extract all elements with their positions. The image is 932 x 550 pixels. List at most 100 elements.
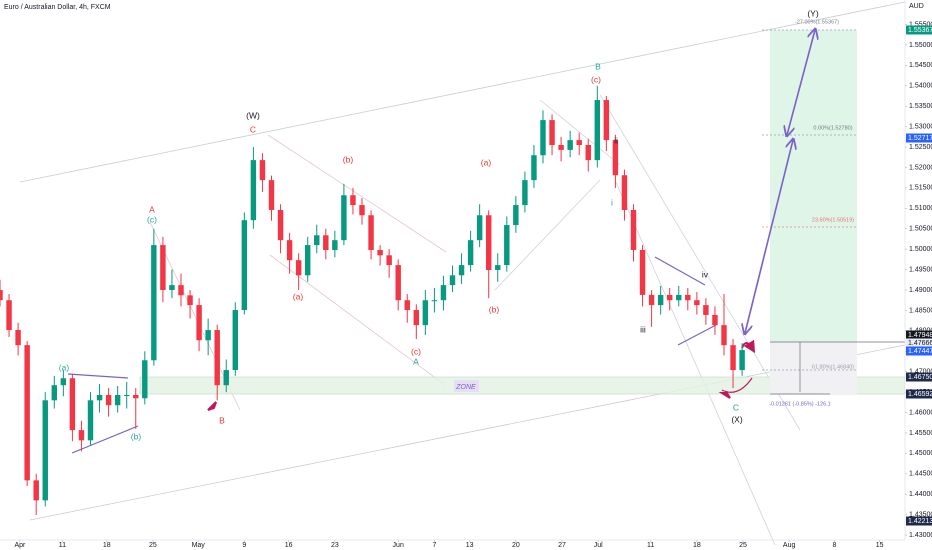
price-label: 1.46750 — [908, 374, 932, 381]
y-tick-label: 1.51000 — [909, 205, 932, 212]
triangle-line — [67, 373, 129, 379]
candle-body — [648, 294, 655, 306]
fib-label: 23.60%(1.50519) — [812, 217, 854, 223]
triangle-line — [71, 425, 139, 454]
candle-body — [585, 145, 591, 161]
x-tick-label: 20 — [512, 542, 520, 549]
x-tick-label: 23 — [331, 542, 339, 549]
triangle-line — [654, 256, 706, 286]
candle-body — [250, 160, 257, 221]
channel-line — [29, 344, 906, 521]
price-label: 1.52717 — [908, 135, 932, 142]
chart-title: Euro / Australian Dollar, 4h, FXCM — [4, 4, 111, 11]
price-label-box — [906, 389, 932, 399]
y-tick-label: 1.45000 — [909, 450, 932, 457]
x-tick-label: May — [192, 542, 206, 549]
candle-body — [594, 100, 601, 161]
candle-body — [413, 310, 420, 326]
projection-arrow — [745, 140, 793, 333]
fib-label: ZONE — [455, 384, 476, 391]
candles — [0, 85, 745, 516]
triangle-line — [677, 324, 717, 346]
wave-label: A — [149, 204, 155, 214]
wave-label: (b) — [131, 431, 142, 441]
y-tick-label: 1.50000 — [909, 246, 932, 253]
wave-label: (a) — [481, 157, 492, 167]
fib-label: 61.80%(1.46840) — [812, 364, 854, 370]
trend-line — [614, 179, 776, 546]
x-tick-label: Jun — [393, 542, 404, 549]
candle-body — [377, 249, 383, 256]
candle-body — [485, 215, 492, 270]
candle-body — [603, 100, 610, 141]
y-tick-label: 1.43000 — [909, 532, 932, 539]
wave-label: iii — [640, 324, 646, 334]
wave-label: i — [611, 197, 613, 207]
wave-label: B — [595, 61, 601, 71]
y-tick-label: 1.47000 — [909, 369, 932, 376]
candle-body — [386, 255, 392, 266]
candle-body — [24, 345, 30, 481]
candle-body — [513, 205, 519, 226]
candle-body — [703, 305, 709, 315]
wave-label: C — [250, 124, 256, 134]
wave-label: (a) — [59, 362, 70, 372]
candle-body — [169, 285, 175, 291]
price-label-box — [906, 133, 932, 143]
y-tick-label: 1.55000 — [909, 42, 932, 49]
fib-label: -0.01261 (-0.85%) -126.1 — [769, 401, 830, 407]
x-tick-label: 7 — [432, 542, 436, 549]
price-label-box — [906, 516, 932, 526]
candle-body — [639, 249, 646, 295]
x-tick-label: 16 — [285, 542, 293, 549]
candle-body — [160, 245, 166, 291]
curve-mark — [721, 377, 753, 393]
candle-body — [558, 145, 564, 150]
trend-line — [599, 94, 801, 431]
x-tick-label: 11 — [647, 542, 654, 549]
fib-label: -27.00%(1.55367) — [795, 19, 839, 25]
wave-label: iv — [702, 269, 709, 279]
x-tick-label: 25 — [739, 542, 747, 549]
labels: Euro / Australian Dollar, 4h, FXCM AUD 1… — [4, 3, 932, 549]
candle-body — [350, 195, 356, 206]
y-tick-label: 1.50500 — [909, 226, 932, 233]
candle-body — [431, 300, 438, 302]
candle-body — [739, 350, 745, 371]
candle-body — [78, 430, 85, 441]
candle-body — [142, 360, 148, 399]
red-arrow — [718, 392, 731, 399]
candle-body — [69, 378, 76, 431]
candle-body — [60, 378, 67, 386]
x-tick-label: 18 — [693, 542, 701, 549]
y-tick-label: 1.53500 — [909, 103, 932, 110]
candle-body — [6, 300, 12, 331]
candle-body — [304, 245, 311, 276]
wave-label: (c) — [147, 214, 157, 224]
candle-body — [621, 175, 628, 210]
candle-body — [685, 294, 691, 301]
x-tick-label: Jul — [594, 542, 603, 549]
candle-body — [277, 209, 284, 241]
candle-body — [504, 225, 510, 266]
x-tick-label: Aug — [783, 542, 796, 549]
stop-box — [770, 342, 857, 394]
x-tick-label: 11 — [59, 542, 66, 549]
candle-body — [476, 215, 483, 241]
candle-body — [42, 400, 48, 501]
projection-arrow — [787, 30, 815, 135]
fib-label: 0.00%(1.52780) — [813, 125, 852, 131]
candle-body — [694, 300, 700, 306]
candle-body — [51, 385, 58, 401]
currency-label: AUD — [909, 3, 924, 10]
x-tick-label: Apr — [14, 542, 26, 549]
candle-body — [359, 205, 365, 216]
y-tick-label: 1.51500 — [909, 185, 932, 192]
x-tick-label: 15 — [876, 542, 884, 549]
candle-body — [540, 120, 546, 156]
y-tick-label: 1.54500 — [909, 62, 932, 69]
candle-body — [522, 180, 528, 206]
wave-label: ii — [614, 135, 618, 145]
